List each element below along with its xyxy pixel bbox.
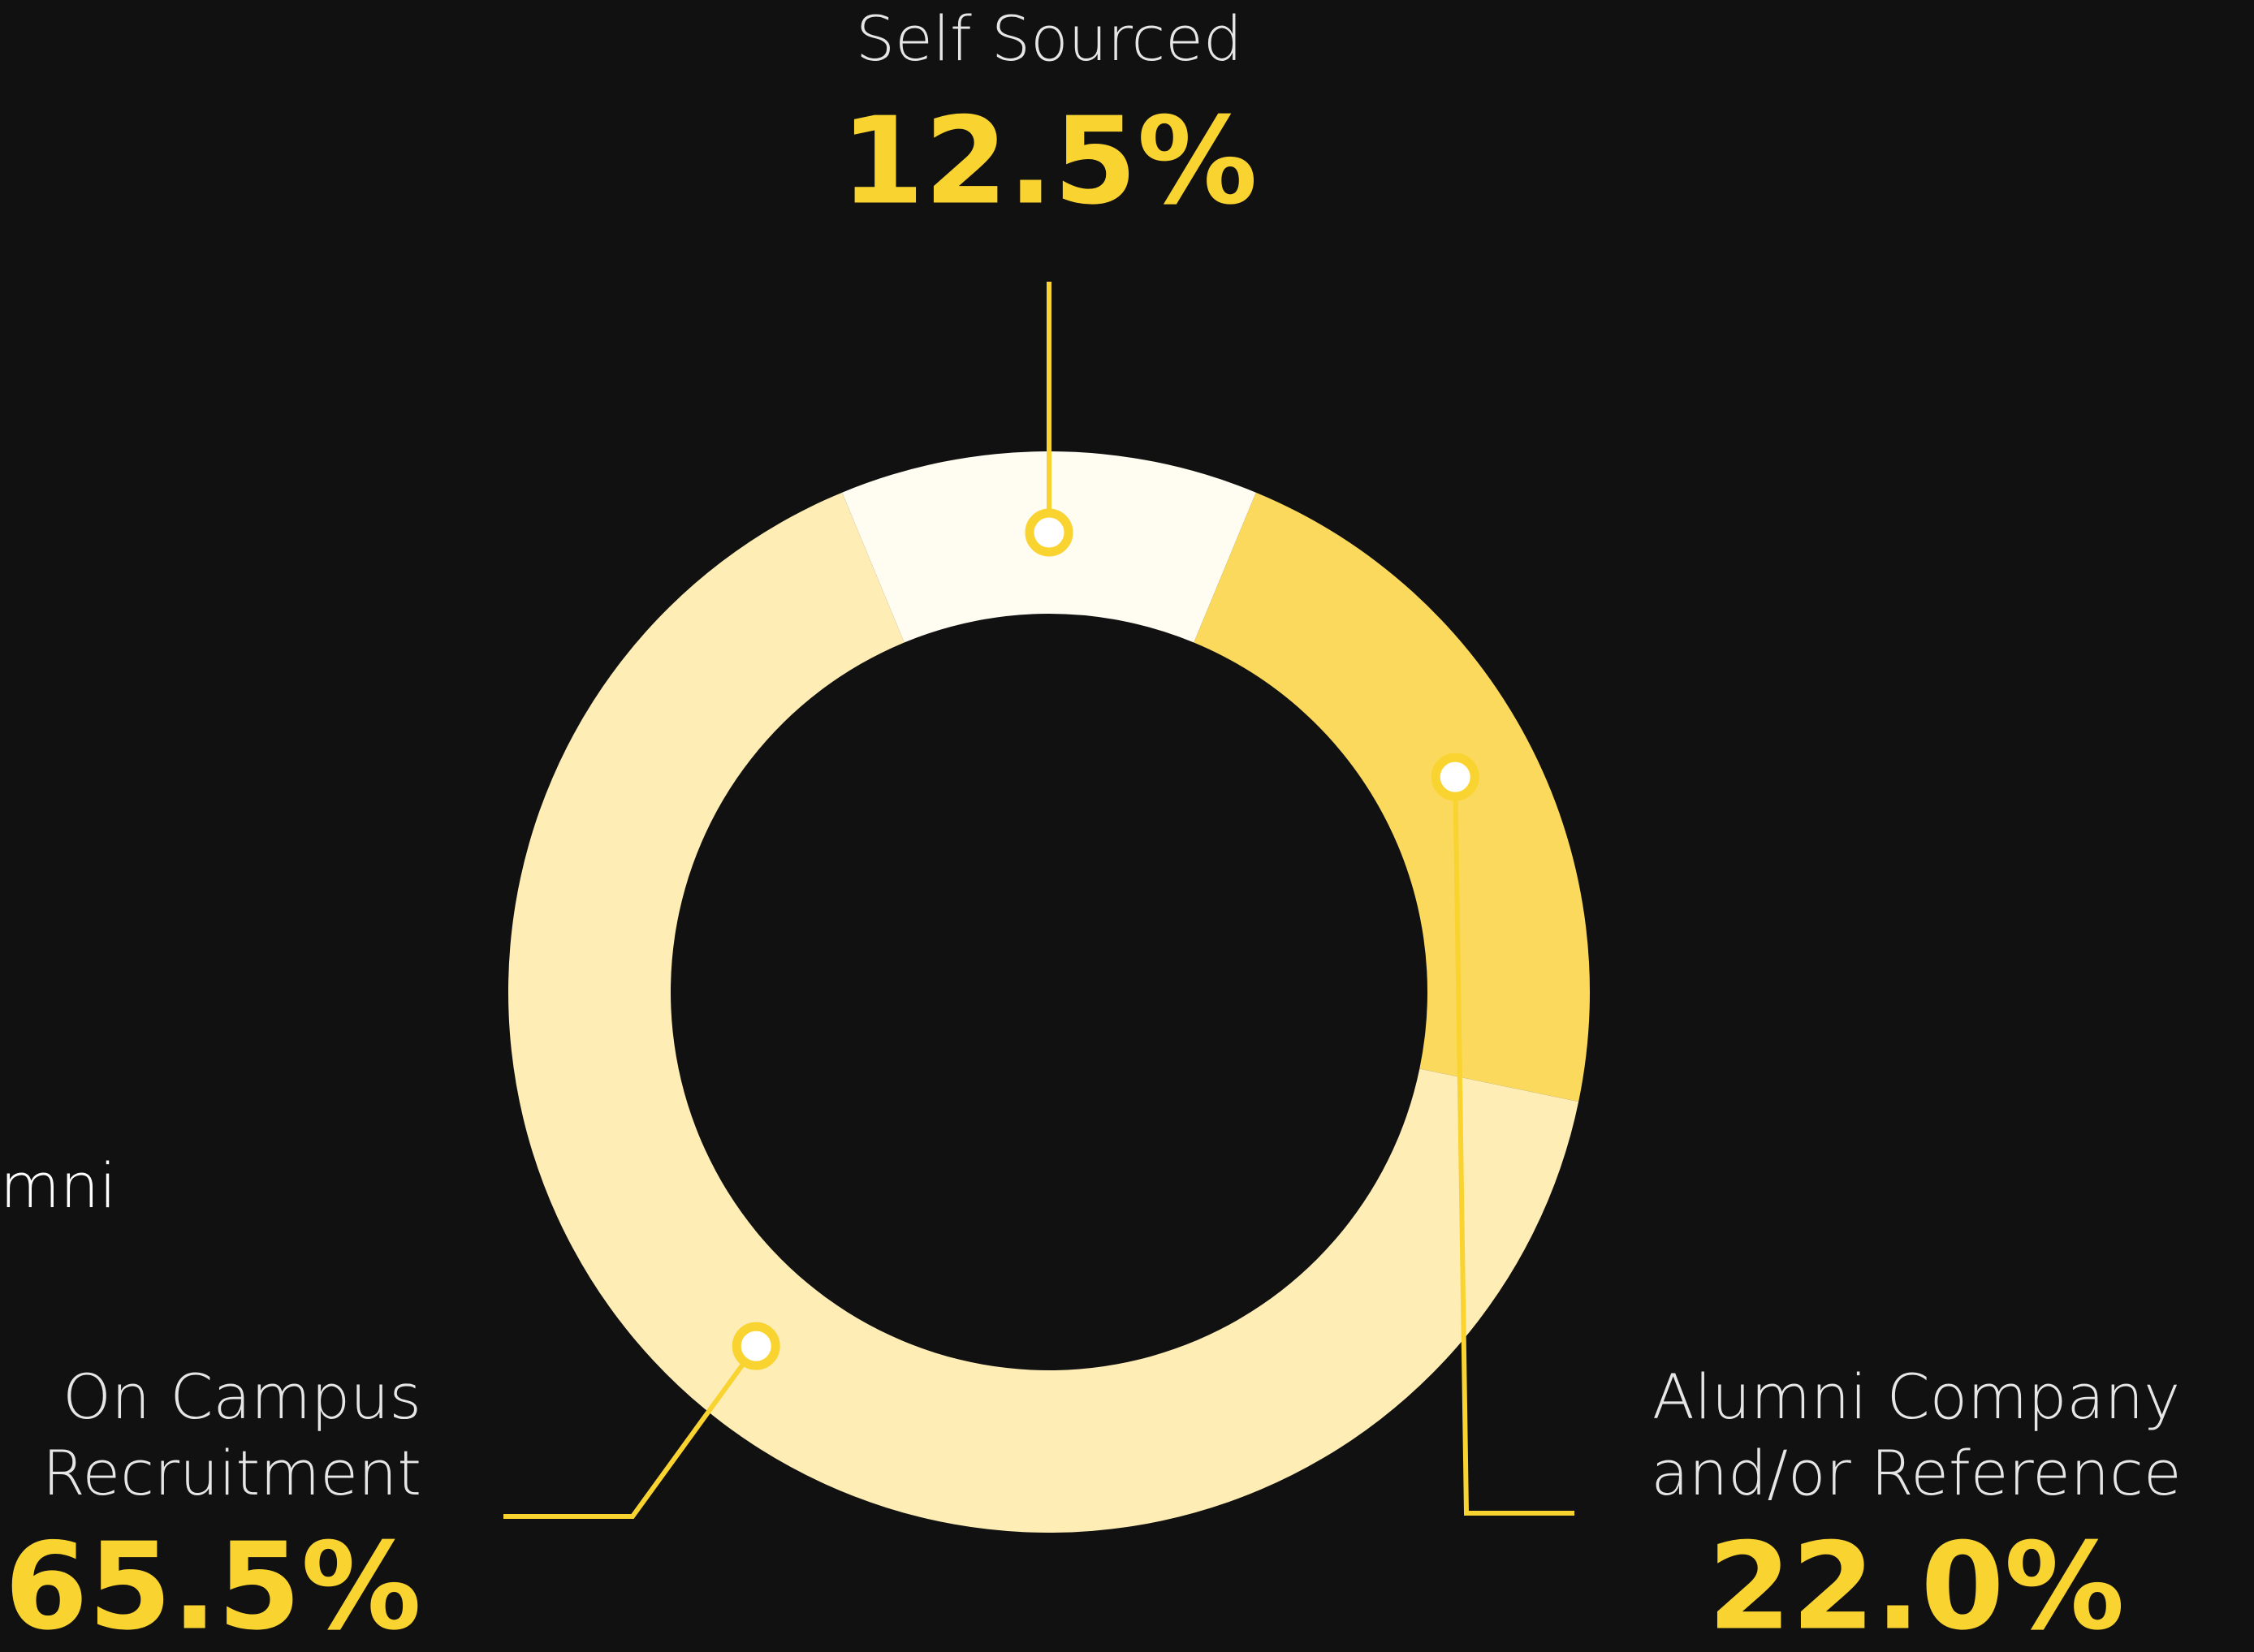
category-label: Recruitment [42, 1437, 421, 1509]
leader-dot [732, 1322, 780, 1370]
category-label: On Campus [63, 1361, 421, 1433]
category-label: and/or Reference [1651, 1437, 2181, 1509]
leader-line [1453, 777, 1574, 1516]
donut-slice [1194, 492, 1590, 1102]
value-label: 65.5% [5, 1517, 421, 1652]
cut-off-text: mni [0, 1149, 116, 1222]
leader-dot [1025, 508, 1073, 557]
leader-line [503, 1344, 758, 1519]
value-label: 12.5% [840, 92, 1257, 231]
donut-slice [508, 492, 1579, 1533]
category-label: Alumni Company [1652, 1361, 2180, 1433]
leader-dot [1431, 753, 1479, 801]
value-label: 22.0% [1708, 1517, 2124, 1652]
category-label: Self Sourced [856, 2, 1242, 75]
